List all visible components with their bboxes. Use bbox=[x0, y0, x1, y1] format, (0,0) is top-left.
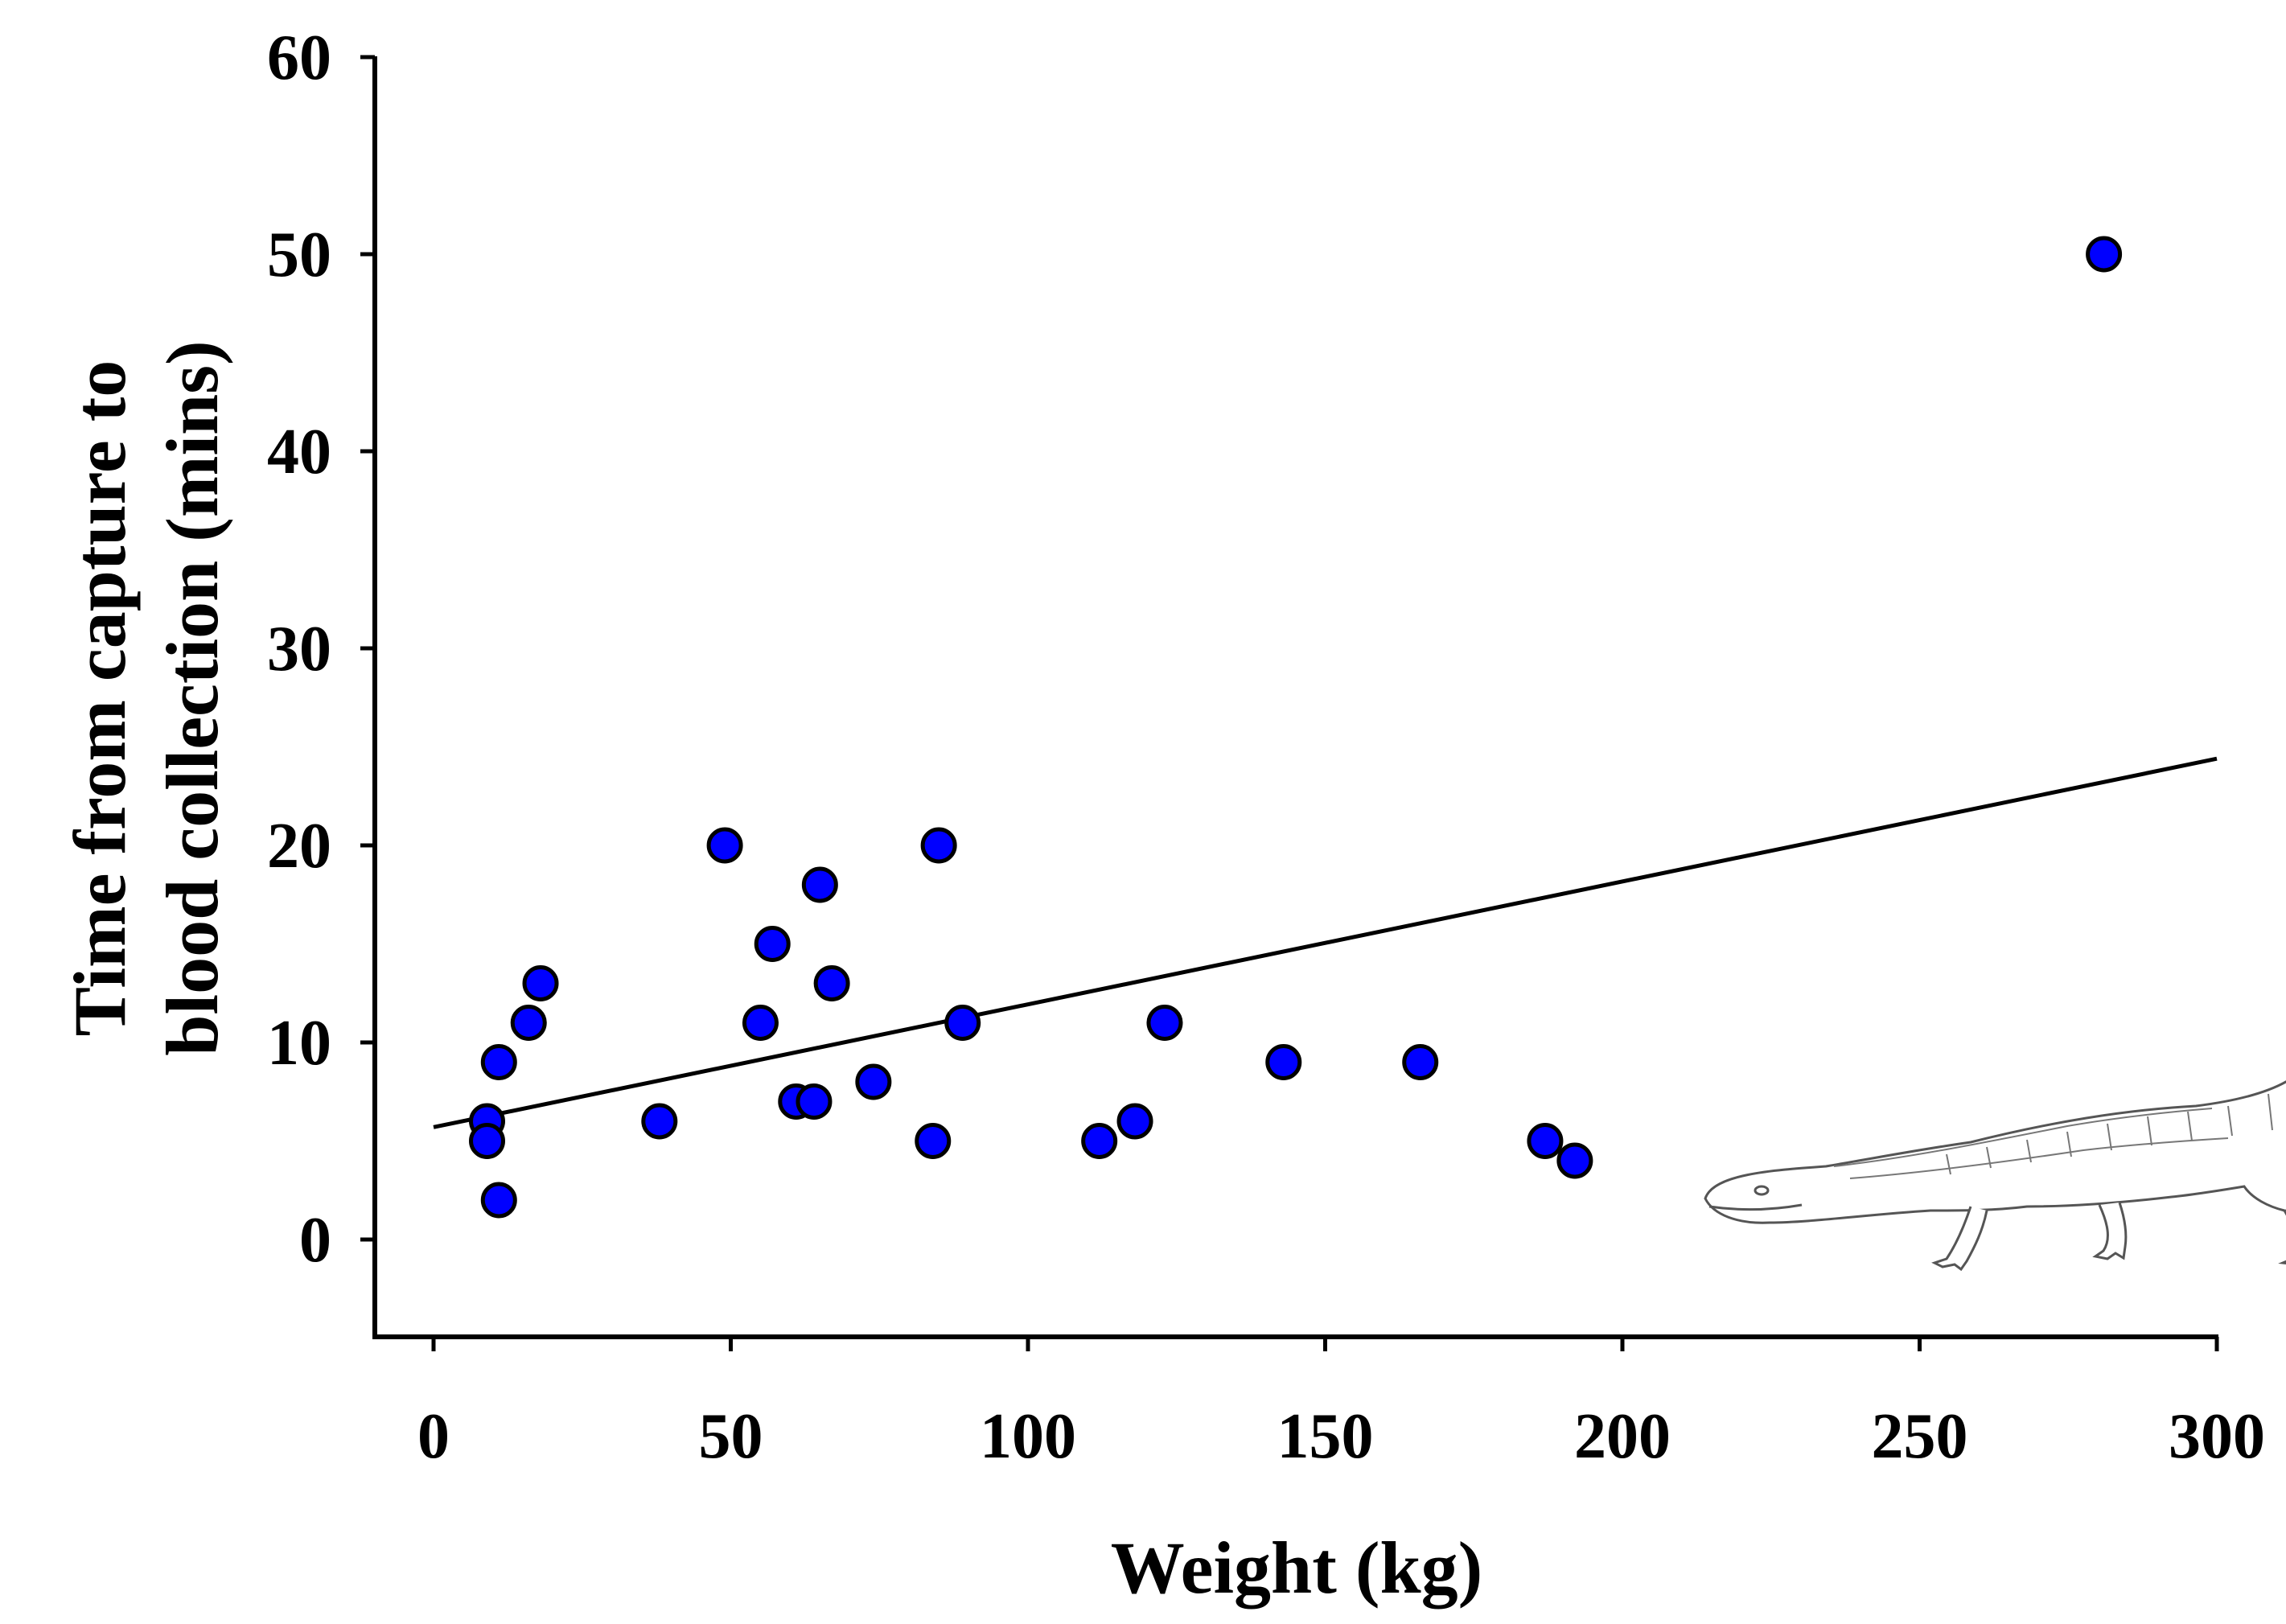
data-point bbox=[756, 928, 788, 960]
data-point bbox=[816, 968, 848, 1000]
y-axis-title-group: Time from capture to blood collection (m… bbox=[59, 340, 233, 1055]
x-tick-label: 50 bbox=[699, 1401, 763, 1472]
data-point bbox=[917, 1125, 949, 1157]
data-point bbox=[2088, 238, 2120, 270]
data-point bbox=[744, 1007, 776, 1039]
x-tick-label: 0 bbox=[417, 1401, 450, 1472]
data-point bbox=[471, 1125, 504, 1157]
data-point bbox=[1119, 1105, 1151, 1137]
x-axis-title: Weight (kg) bbox=[1111, 1527, 1483, 1609]
data-point bbox=[512, 1007, 545, 1039]
x-tick-label: 100 bbox=[980, 1401, 1076, 1472]
scatter-chart: 0 10 20 30 40 50 60 0 50 100 150 200 250 300 Weight … bbox=[0, 0, 2286, 1624]
data-point bbox=[804, 869, 836, 901]
y-tick-label: 60 bbox=[267, 23, 331, 93]
y-axis-title-line-1: Time from capture to bbox=[59, 360, 141, 1037]
y-tick-label: 0 bbox=[299, 1205, 331, 1276]
trend-line bbox=[434, 759, 2217, 1127]
data-point bbox=[709, 829, 741, 861]
data-point bbox=[483, 1046, 515, 1079]
data-point bbox=[857, 1066, 890, 1098]
data-point bbox=[483, 1184, 515, 1216]
data-point bbox=[947, 1007, 979, 1039]
data-point bbox=[524, 968, 557, 1000]
data-point bbox=[1083, 1125, 1116, 1157]
y-tick-label: 20 bbox=[267, 811, 331, 882]
data-point bbox=[798, 1086, 830, 1118]
data-point bbox=[1559, 1145, 1591, 1177]
crocodile-drawing bbox=[1705, 1062, 2286, 1269]
y-axis-title-line-2: blood collection (mins) bbox=[151, 340, 233, 1055]
x-tick-label: 200 bbox=[1574, 1401, 1671, 1472]
axes bbox=[372, 56, 2218, 1337]
x-tick-label: 250 bbox=[1872, 1401, 1968, 1472]
x-tick-label: 300 bbox=[2169, 1401, 2265, 1472]
y-tick-label: 40 bbox=[267, 417, 331, 487]
data-point bbox=[1529, 1125, 1561, 1157]
x-axis-title-group: Weight (kg) bbox=[1111, 1527, 1483, 1609]
y-tick-label: 10 bbox=[267, 1008, 331, 1079]
y-ticks: 0 10 20 30 40 50 60 bbox=[267, 23, 375, 1276]
x-ticks: 0 50 100 150 200 250 300 bbox=[417, 1337, 2265, 1472]
data-point bbox=[643, 1105, 676, 1137]
data-point bbox=[923, 829, 955, 861]
data-point bbox=[1149, 1007, 1181, 1039]
y-tick-label: 30 bbox=[267, 614, 331, 685]
data-point bbox=[1404, 1046, 1437, 1079]
x-tick-label: 150 bbox=[1277, 1401, 1374, 1472]
y-tick-label: 50 bbox=[267, 220, 331, 290]
data-point bbox=[1268, 1046, 1300, 1079]
